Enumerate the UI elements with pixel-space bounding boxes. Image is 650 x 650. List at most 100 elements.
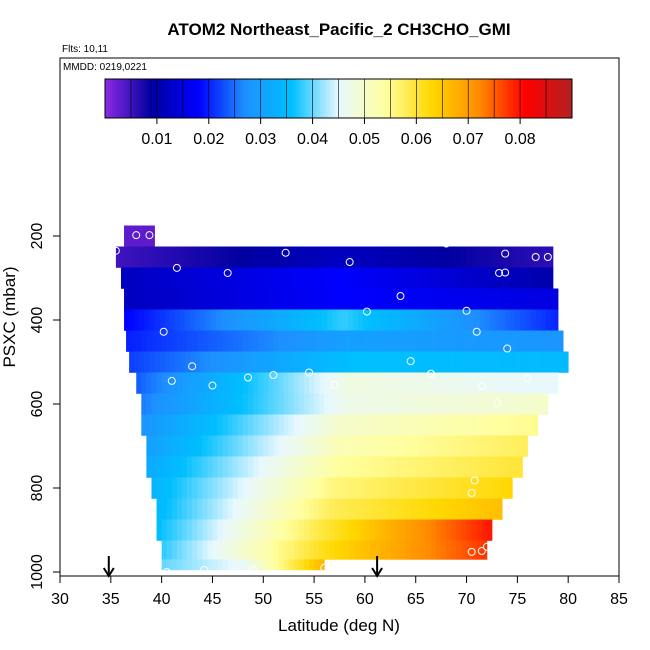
heatmap-cell (329, 372, 335, 394)
y-axis: 200 400 600 800 1000 (29, 223, 60, 590)
colorbar-segment (291, 79, 295, 118)
sample-point (244, 373, 253, 382)
chart-title: ATOM2 Northeast_Pacific_2 CH3CHO_GMI (167, 20, 510, 39)
sample-point (543, 253, 552, 261)
heatmap-cell (405, 477, 412, 499)
heatmap-cell (393, 288, 399, 310)
heatmap-cell (288, 559, 295, 571)
heatmap-cell (430, 246, 437, 268)
heatmap-cell (425, 540, 432, 560)
heatmap-cell (263, 477, 269, 499)
heatmap-cell (375, 246, 381, 268)
heatmap-cell (486, 435, 493, 457)
heatmap-cell (441, 267, 447, 289)
heatmap-cell (144, 309, 150, 331)
heatmap-cell (288, 414, 295, 436)
heatmap-cell (263, 559, 269, 571)
heatmap-cell (139, 288, 145, 310)
colorbar-segment (263, 79, 267, 118)
heatmap-cell (232, 393, 239, 415)
heatmap-cell (415, 246, 422, 268)
heatmap-cell (181, 519, 188, 541)
heatmap-cell (258, 559, 264, 571)
heatmap-cell (502, 435, 508, 457)
heatmap-cell (497, 393, 503, 415)
heatmap-cell (141, 393, 147, 415)
colorbar-segment (443, 79, 447, 118)
heatmap-cell (268, 456, 274, 478)
heatmap-cell (166, 559, 173, 571)
colorbar-segment (476, 79, 480, 118)
colorbar-segment (536, 79, 540, 118)
heatmap-cell (542, 372, 549, 394)
heatmap-cell (364, 498, 371, 520)
heatmap-cell (527, 267, 534, 289)
heatmap-cell (410, 498, 417, 520)
colorbar-segment (527, 79, 531, 118)
heatmap-cell (222, 519, 229, 541)
colorbar-segment (226, 79, 230, 118)
heatmap-cell (339, 435, 345, 457)
heatmap-cell (273, 456, 279, 478)
sample-point (470, 476, 479, 485)
heatmap-cell (253, 519, 259, 541)
heatmap-cell (176, 477, 183, 499)
colorbar-segment (487, 79, 491, 118)
heatmap-cell (169, 309, 176, 331)
heatmap-cell (319, 519, 325, 541)
heatmap-cell (134, 225, 140, 247)
heatmap-cell (134, 351, 140, 373)
heatmap-cell (380, 267, 386, 289)
heatmap-cell (395, 540, 401, 560)
heatmap-cell (237, 456, 244, 478)
colorbar-segment (478, 79, 482, 118)
colorbar-segment (361, 79, 365, 118)
heatmap-cell (215, 351, 221, 373)
colorbar-segment (308, 79, 311, 118)
colorbar-segment (532, 79, 536, 118)
heatmap-cell (273, 246, 279, 268)
heatmap-cell (349, 498, 356, 520)
heatmap-cell (469, 288, 476, 310)
sample-point (477, 381, 486, 390)
heatmap-cell (161, 519, 168, 541)
heatmap-cell (263, 540, 269, 560)
heatmap-cell (420, 498, 427, 520)
heatmap-cell (207, 267, 213, 289)
heatmap-cell (248, 435, 254, 457)
heatmap-cell (197, 372, 203, 394)
heatmap-cell (185, 309, 191, 331)
heatmap-cell (139, 351, 145, 373)
colorbar-segment (284, 79, 288, 118)
heatmap-cell (425, 372, 432, 394)
heatmap-cell (293, 372, 300, 394)
heatmap-cell (324, 330, 330, 352)
heatmap-cell (425, 498, 432, 520)
heatmap-cell (227, 477, 234, 499)
heatmap-cell (293, 267, 300, 289)
heatmap-cell (517, 435, 523, 457)
heatmap-cell (251, 288, 257, 310)
heatmap-cell (517, 456, 523, 478)
heatmap-cell (324, 456, 330, 478)
colorbar-segment (256, 79, 260, 118)
heatmap-cell (481, 330, 488, 352)
colorbar-segment (501, 79, 505, 118)
heatmap-cell (217, 477, 224, 499)
heatmap-cell (359, 456, 366, 478)
heatmap-cell (205, 351, 211, 373)
heatmap-cell (288, 246, 295, 268)
heatmap-cell (329, 456, 335, 478)
heatmap-cell (334, 267, 340, 289)
colorbar-segment (112, 79, 115, 118)
heatmap-cell (362, 351, 369, 373)
colorbar-segment (326, 79, 330, 118)
colorbar-segment (522, 79, 526, 118)
heatmap-cell (502, 414, 508, 436)
heatmap-cell (166, 393, 173, 415)
heatmap-cell (245, 309, 252, 331)
heatmap-cell (385, 246, 391, 268)
heatmap-cell (410, 246, 417, 268)
colorbar-segment (569, 79, 573, 118)
heatmap-cell (245, 351, 252, 373)
